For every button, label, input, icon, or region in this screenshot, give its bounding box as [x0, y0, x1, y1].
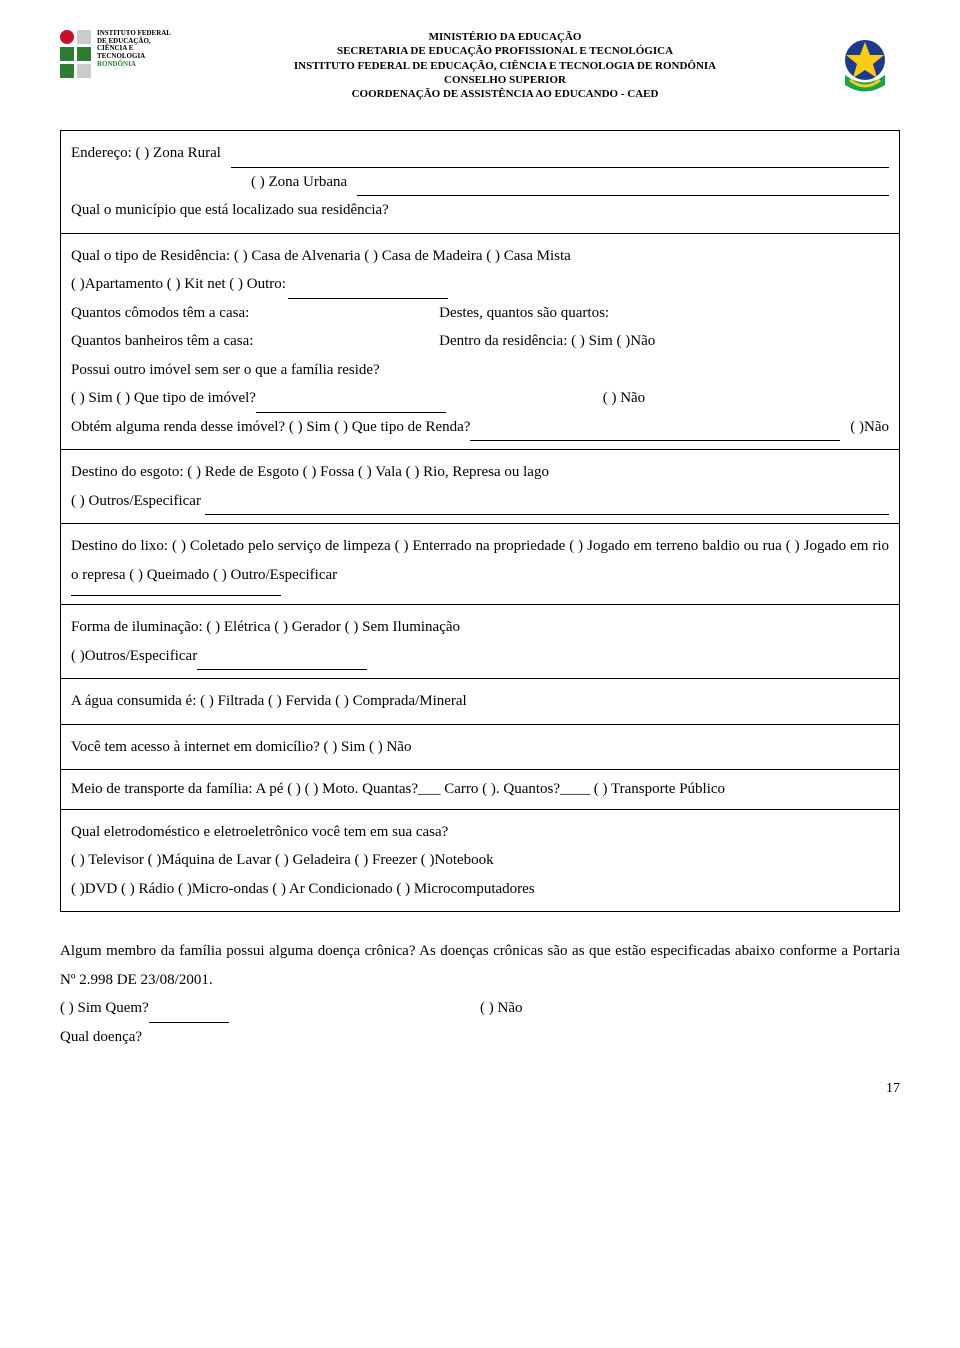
endereco-label: Endereço: ( ) Zona Rural — [71, 139, 221, 168]
logo-squares-icon — [60, 30, 91, 78]
row-esgoto: Destino do esgoto: ( ) Rede de Esgoto ( … — [61, 450, 900, 524]
quartos-label: Destes, quantos são quartos: — [439, 299, 889, 328]
qual-doenca: Qual doença? — [60, 1023, 900, 1052]
sim-tipo-imovel: ( ) Sim ( ) Que tipo de imóvel? — [71, 384, 256, 413]
dentro-label: Dentro da residência: ( ) Sim ( )Não — [439, 327, 889, 356]
row-lixo: Destino do lixo: ( ) Coletado pelo servi… — [61, 524, 900, 605]
iluminacao-outros: ( )Outros/Especificar — [71, 642, 197, 671]
esgoto-label: Destino do esgoto: ( ) Rede de Esgoto ( … — [71, 458, 889, 487]
urbana-label: ( ) Zona Urbana — [251, 168, 347, 197]
doenca-p: Algum membro da família possui alguma do… — [60, 937, 900, 994]
header-text: MINISTÉRIO DA EDUCAÇÃO SECRETARIA DE EDU… — [180, 30, 830, 101]
row-transporte: Meio de transporte da família: A pé ( ) … — [61, 770, 900, 810]
row-residencia: Qual o tipo de Residência: ( ) Casa de A… — [61, 233, 900, 450]
eletro-l3: ( )DVD ( ) Rádio ( )Micro-ondas ( ) Ar C… — [71, 875, 889, 904]
header-line: MINISTÉRIO DA EDUCAÇÃO — [190, 30, 820, 44]
row-iluminacao: Forma de iluminação: ( ) Elétrica ( ) Ge… — [61, 605, 900, 679]
tipo-residencia: Qual o tipo de Residência: ( ) Casa de A… — [71, 242, 889, 271]
esgoto-outros: ( ) Outros/Especificar — [71, 487, 201, 516]
eletro-q: Qual eletrodoméstico e eletroeletrônico … — [71, 818, 889, 847]
comodos-label: Quantos cômodos têm a casa: — [71, 299, 249, 328]
nao-doenca: ( ) Não — [480, 994, 522, 1023]
header-line: COORDENAÇÃO DE ASSISTÊNCIA AO EDUCANDO -… — [190, 87, 820, 101]
header-line: INSTITUTO FEDERAL DE EDUCAÇÃO, CIÊNCIA E… — [190, 59, 820, 73]
banheiros-label: Quantos banheiros têm a casa: — [71, 327, 253, 356]
form-table: Endereço: ( ) Zona Rural ( ) Zona Urbana… — [60, 130, 900, 912]
logo-left: INSTITUTO FEDERAL DE EDUCAÇÃO, CIÊNCIA E… — [60, 30, 180, 110]
nao-imovel: ( ) Não — [603, 384, 889, 413]
lixo-label: Destino do lixo: ( ) Coletado pelo servi… — [71, 538, 889, 583]
renda-imovel: Obtém alguma renda desse imóvel? ( ) Sim… — [71, 413, 470, 442]
row-eletro: Qual eletrodoméstico e eletroeletrônico … — [61, 809, 900, 912]
apart-outro: ( )Apartamento ( ) Kit net ( ) Outro: — [71, 270, 286, 299]
sim-quem: ( ) Sim Quem? — [60, 994, 149, 1023]
nao-renda: ( )Não — [850, 413, 889, 442]
municipio-label: Qual o município que está localizado sua… — [71, 196, 889, 225]
coat-of-arms-icon — [830, 30, 900, 100]
header-line: CONSELHO SUPERIOR — [190, 73, 820, 87]
header-line: SECRETARIA DE EDUCAÇÃO PROFISSIONAL E TE… — [190, 44, 820, 58]
logo-left-text: INSTITUTO FEDERAL DE EDUCAÇÃO, CIÊNCIA E… — [97, 30, 180, 68]
internet-label: Você tem acesso à internet em domicílio?… — [71, 739, 411, 755]
iluminacao-label: Forma de iluminação: ( ) Elétrica ( ) Ge… — [71, 613, 889, 642]
row-endereco: Endereço: ( ) Zona Rural ( ) Zona Urbana… — [61, 131, 900, 234]
outro-imovel: Possui outro imóvel sem ser o que a famí… — [71, 356, 889, 385]
row-internet: Você tem acesso à internet em domicílio?… — [61, 724, 900, 770]
page-number: 17 — [60, 1081, 900, 1097]
after-table-section: Algum membro da família possui alguma do… — [60, 937, 900, 1051]
eletro-l2: ( ) Televisor ( )Máquina de Lavar ( ) Ge… — [71, 846, 889, 875]
row-agua: A água consumida é: ( ) Filtrada ( ) Fer… — [61, 679, 900, 725]
document-header: INSTITUTO FEDERAL DE EDUCAÇÃO, CIÊNCIA E… — [60, 30, 900, 110]
agua-label: A água consumida é: ( ) Filtrada ( ) Fer… — [71, 693, 467, 709]
transporte-label: Meio de transporte da família: A pé ( ) … — [71, 781, 725, 797]
